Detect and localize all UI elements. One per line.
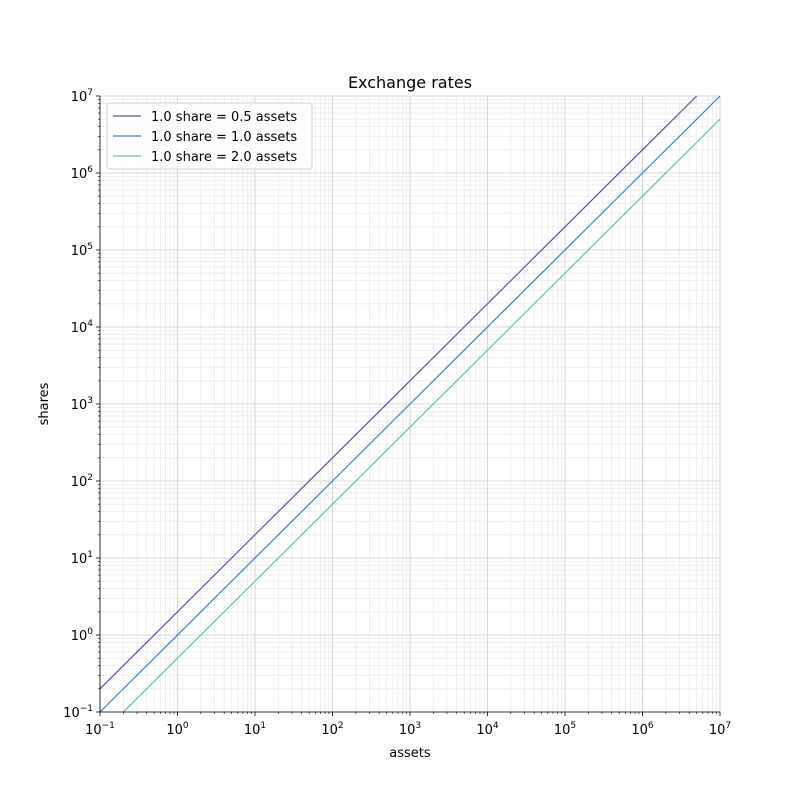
y-tick-label: 104	[71, 319, 94, 336]
x-tick-label: 107	[709, 721, 731, 738]
y-tick-exponent: 6	[87, 165, 93, 175]
y-tick-label: 100	[71, 627, 94, 644]
x-tick-exponent: 0	[183, 721, 189, 731]
series-line	[122, 118, 721, 713]
y-tick-label: 101	[71, 550, 93, 567]
chart-title: Exchange rates	[348, 73, 472, 92]
y-tick-exponent: 0	[87, 627, 93, 637]
series-line	[99, 95, 721, 713]
x-axis-label: assets	[389, 746, 431, 761]
x-tick-exponent: 3	[415, 721, 421, 731]
x-tick-exponent: 7	[725, 721, 731, 731]
y-tick-label: 10−1	[63, 704, 93, 721]
legend-label: 1.0 share = 0.5 assets	[151, 110, 297, 125]
x-tick-label: 105	[554, 721, 576, 738]
x-tick-label: 101	[244, 721, 266, 738]
x-tick-label: 100	[166, 721, 189, 738]
legend-box	[106, 102, 313, 170]
x-tick-exponent: −1	[102, 721, 115, 731]
y-tick-exponent: 5	[87, 242, 93, 252]
y-tick-label: 107	[71, 88, 93, 105]
y-tick-exponent: 1	[87, 550, 93, 560]
y-tick-label: 105	[71, 242, 93, 259]
x-tick-exponent: 6	[648, 721, 654, 731]
axes: 10−110−110010010110110210210310310410410…	[63, 88, 731, 738]
series-lines	[99, 95, 721, 713]
legend-label: 1.0 share = 2.0 assets	[151, 150, 297, 165]
y-tick-exponent: 7	[87, 88, 93, 98]
x-tick-label: 103	[399, 721, 421, 738]
legend-label: 1.0 share = 1.0 assets	[151, 130, 297, 145]
y-tick-label: 103	[71, 396, 93, 413]
x-tick-label: 104	[476, 721, 499, 738]
x-tick-exponent: 1	[260, 721, 266, 731]
y-tick-exponent: 4	[87, 319, 93, 329]
x-tick-label: 106	[631, 721, 654, 738]
x-tick-exponent: 4	[493, 721, 499, 731]
y-axis-label: shares	[37, 382, 52, 425]
y-tick-exponent: 2	[87, 473, 93, 483]
x-tick-label: 10−1	[85, 721, 115, 738]
series-line	[99, 95, 698, 690]
y-tick-label: 102	[71, 473, 93, 490]
x-tick-exponent: 2	[338, 721, 344, 731]
x-tick-label: 102	[321, 721, 343, 738]
legend: 1.0 share = 0.5 assets 1.0 share = 1.0 as…	[106, 102, 313, 170]
y-tick-exponent: 3	[87, 396, 93, 406]
y-tick-label: 106	[71, 165, 94, 182]
y-tick-exponent: −1	[80, 704, 93, 714]
x-tick-exponent: 5	[570, 721, 576, 731]
